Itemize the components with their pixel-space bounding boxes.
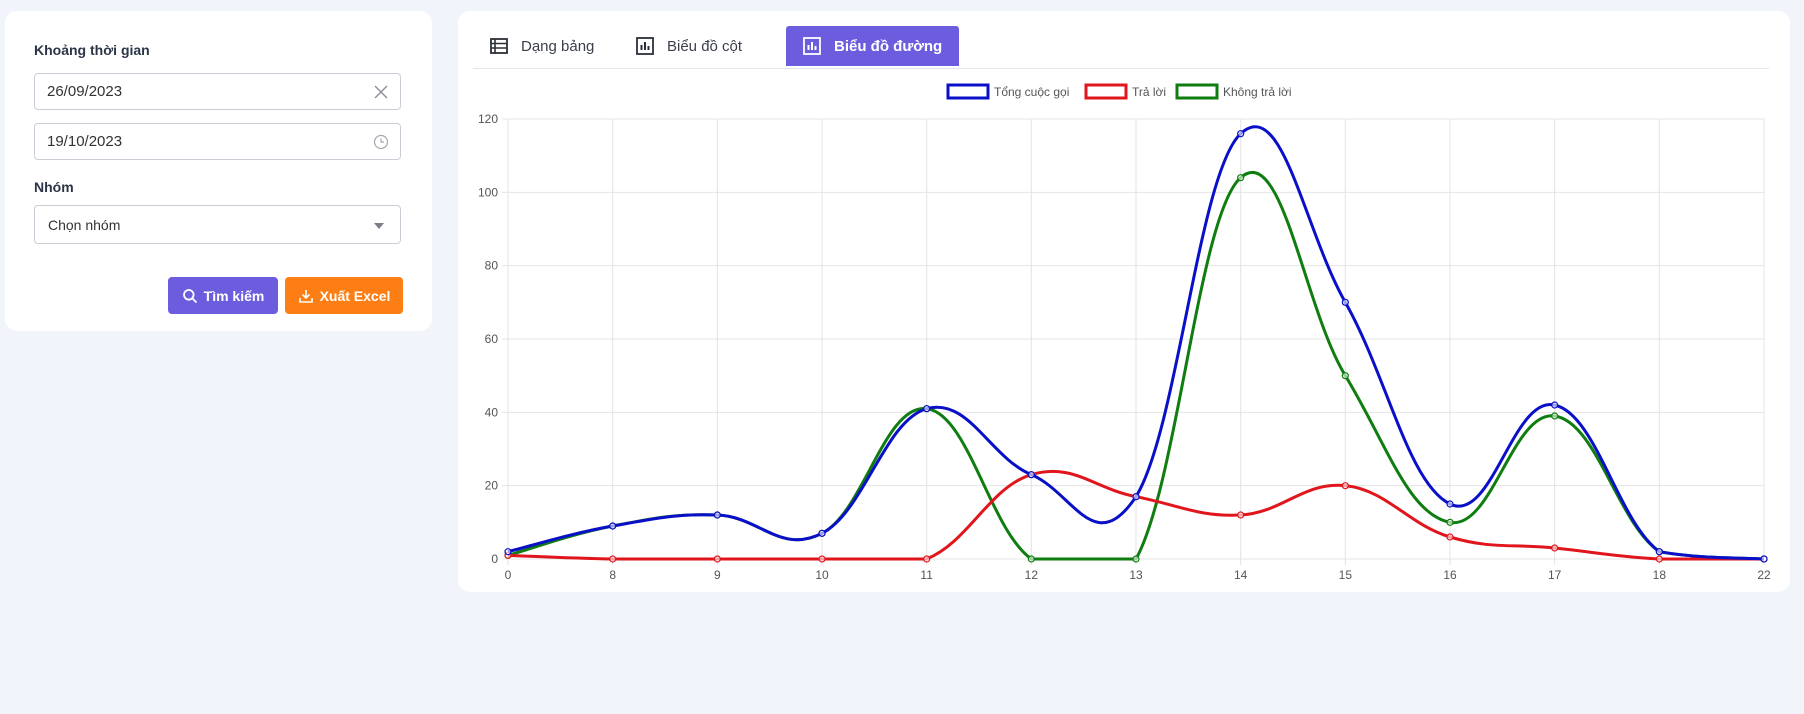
data-point bbox=[609, 555, 617, 563]
x-tick-label: 18 bbox=[1653, 568, 1667, 582]
tab-table[interactable]: Dạng bảng bbox=[473, 26, 613, 66]
data-point bbox=[1341, 298, 1349, 306]
start-date-field[interactable] bbox=[34, 73, 401, 110]
y-tick-label: 120 bbox=[478, 112, 498, 126]
tab-bar-chart[interactable]: Biểu đồ cột bbox=[619, 26, 759, 66]
data-point bbox=[1655, 555, 1663, 563]
download-icon bbox=[298, 289, 313, 303]
data-point bbox=[923, 555, 931, 563]
data-point bbox=[1027, 471, 1035, 479]
data-point bbox=[1237, 511, 1245, 519]
data-point bbox=[1446, 518, 1454, 526]
x-tick-label: 22 bbox=[1757, 568, 1771, 582]
table-icon bbox=[490, 38, 508, 54]
x-tick-label: 0 bbox=[505, 568, 512, 582]
end-date-input[interactable] bbox=[47, 133, 347, 150]
group-label: Nhóm bbox=[34, 179, 74, 195]
chart-panel: Dạng bảng Biểu đồ cột Biểu đồ đường 0 20 4… bbox=[458, 11, 1790, 592]
legend-label: Tổng cuộc gọi bbox=[994, 85, 1069, 99]
x-tick-label: 15 bbox=[1339, 568, 1353, 582]
legend-swatch bbox=[1175, 83, 1219, 100]
y-tick-label: 0 bbox=[491, 552, 498, 566]
x-tick-label: 8 bbox=[609, 568, 616, 582]
data-point bbox=[1237, 174, 1245, 182]
x-tick-label: 13 bbox=[1129, 568, 1143, 582]
chevron-down-icon bbox=[374, 223, 384, 229]
x-tick-label: 12 bbox=[1025, 568, 1039, 582]
view-tabs: Dạng bảng Biểu đồ cột Biểu đồ đường bbox=[473, 26, 1769, 69]
data-point bbox=[609, 522, 617, 530]
data-point bbox=[1132, 493, 1140, 501]
data-point bbox=[1551, 544, 1559, 552]
data-point bbox=[923, 405, 931, 413]
start-date-input[interactable] bbox=[47, 83, 347, 100]
y-tick-label: 20 bbox=[485, 479, 499, 493]
line-chart-icon bbox=[803, 37, 821, 55]
data-point bbox=[504, 548, 512, 556]
search-button[interactable]: Tìm kiếm bbox=[168, 277, 278, 314]
data-point bbox=[1446, 500, 1454, 508]
data-point bbox=[713, 511, 721, 519]
legend-swatch bbox=[1084, 83, 1128, 100]
data-point bbox=[713, 555, 721, 563]
x-tick-label: 10 bbox=[815, 568, 829, 582]
x-tick-label: 16 bbox=[1443, 568, 1457, 582]
x-tick-label: 17 bbox=[1548, 568, 1562, 582]
y-tick-label: 60 bbox=[485, 332, 499, 346]
data-point bbox=[818, 555, 826, 563]
data-point bbox=[1341, 372, 1349, 380]
y-tick-label: 40 bbox=[485, 405, 499, 419]
tab-table-label: Dạng bảng bbox=[521, 37, 595, 55]
search-button-label: Tìm kiếm bbox=[203, 287, 265, 304]
data-point bbox=[1551, 401, 1559, 409]
group-select[interactable]: Chọn nhóm bbox=[34, 205, 401, 244]
filter-panel: Khoảng thời gian Nhóm Chọn nhóm Tìm kiếm… bbox=[5, 11, 432, 331]
data-point bbox=[1027, 555, 1035, 563]
tab-line-chart[interactable]: Biểu đồ đường bbox=[786, 26, 959, 66]
data-point bbox=[1760, 555, 1768, 563]
clock-icon[interactable] bbox=[372, 133, 390, 151]
tab-line-chart-label: Biểu đồ đường bbox=[834, 37, 943, 55]
data-point bbox=[1551, 412, 1559, 420]
bar-chart-icon bbox=[636, 37, 654, 55]
x-tick-label: 14 bbox=[1234, 568, 1248, 582]
export-excel-button[interactable]: Xuất Excel bbox=[285, 277, 403, 314]
legend-label: Không trả lời bbox=[1223, 85, 1292, 99]
legend-label: Trả lời bbox=[1132, 85, 1166, 99]
date-range-label: Khoảng thời gian bbox=[34, 42, 150, 58]
data-point bbox=[818, 529, 826, 537]
data-point bbox=[1237, 130, 1245, 138]
group-select-value: Chọn nhóm bbox=[48, 217, 121, 233]
legend-swatch bbox=[946, 83, 990, 100]
data-point bbox=[1132, 555, 1140, 563]
line-chart: 0 20 40 60 80 100 120 0 8 9 10 11 12 13 14 15 16 17 18 22 Tổ… bbox=[478, 83, 1771, 582]
clear-icon[interactable] bbox=[372, 83, 390, 101]
data-point bbox=[1341, 482, 1349, 490]
y-tick-label: 100 bbox=[478, 185, 498, 199]
tab-bar-chart-label: Biểu đồ cột bbox=[667, 37, 743, 55]
data-point bbox=[1446, 533, 1454, 541]
export-excel-button-label: Xuất Excel bbox=[319, 287, 391, 304]
x-tick-label: 9 bbox=[714, 568, 721, 582]
end-date-field[interactable] bbox=[34, 123, 401, 160]
x-tick-label: 11 bbox=[920, 568, 933, 582]
data-point bbox=[1655, 548, 1663, 556]
y-tick-label: 80 bbox=[485, 259, 499, 273]
search-icon bbox=[182, 288, 197, 303]
series-line bbox=[507, 125, 1765, 561]
